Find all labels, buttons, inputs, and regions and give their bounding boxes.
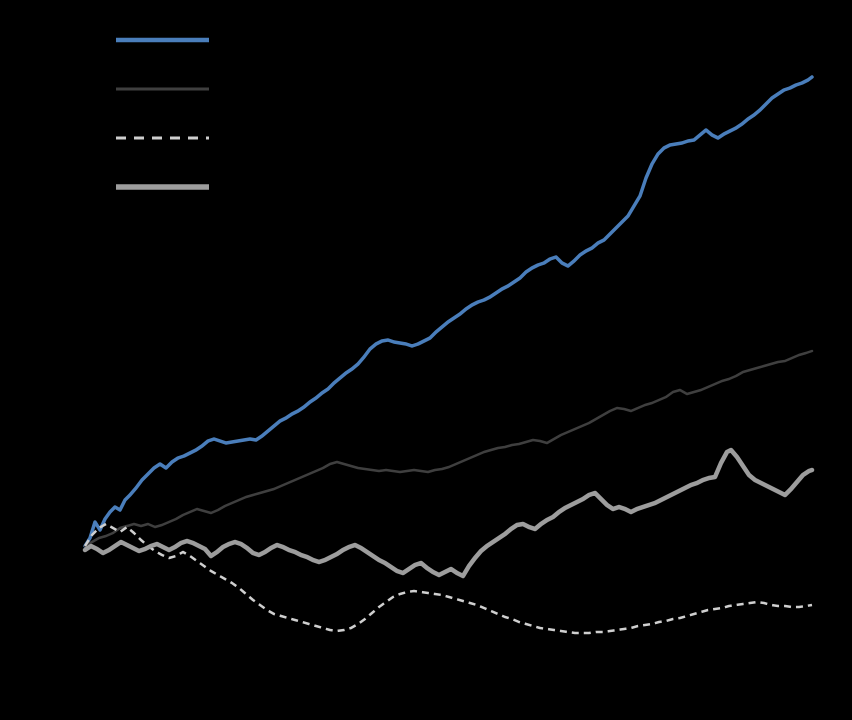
series-line-dashed bbox=[83, 522, 813, 635]
legend bbox=[116, 37, 209, 190]
series-line-gray bbox=[82, 447, 815, 579]
plot-area bbox=[82, 75, 815, 635]
series-line-blue bbox=[83, 75, 814, 548]
series-line-dark bbox=[83, 349, 814, 548]
